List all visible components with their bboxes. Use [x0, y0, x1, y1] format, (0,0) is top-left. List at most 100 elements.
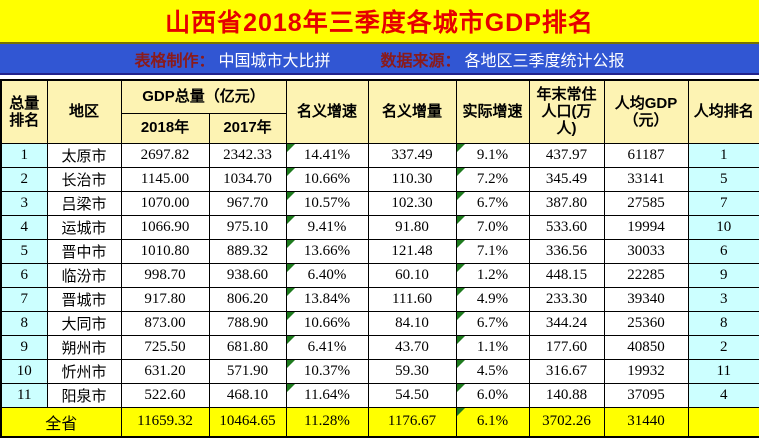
cell-gdp-2018: 998.70 [120, 262, 210, 288]
table-row: 10 忻州市 631.20 571.90 10.37% 59.30 4.5% 316.67 19… [0, 358, 759, 384]
table-row: 9 朔州市 725.50 681.80 6.41% 43.70 1.1% 177.60 4085… [0, 334, 759, 360]
error-indicator-icon [287, 288, 295, 296]
title-bar: 山西省2018年三季度各城市GDP排名 [0, 0, 759, 42]
cell-nominal-increment: 54.50 [367, 382, 457, 408]
cell-real-growth: 4.9% [455, 286, 530, 312]
cell-per-capita-rank: 7 [687, 190, 759, 216]
gdp-table: 总量排名 地区 GDP总量（亿元） 名义增速 名义增量 实际增速 年末常住人口(… [0, 79, 759, 438]
cell-gdp-2018: 1066.90 [120, 214, 210, 240]
header-total-rank: 总量排名 [0, 79, 48, 144]
cell-gdp-2018: 873.00 [120, 310, 210, 336]
cell-total-per-capita-rank [687, 406, 759, 438]
cell-population: 344.24 [528, 310, 605, 336]
maker-value: 中国城市大比拼 [218, 52, 331, 70]
cell-per-capita-gdp: 37095 [603, 382, 689, 408]
cell-nominal-increment: 60.10 [367, 262, 457, 288]
error-indicator-icon [457, 312, 465, 320]
gap-strip [0, 75, 759, 79]
cell-per-capita-rank: 10 [687, 214, 759, 240]
cell-gdp-2017: 788.90 [208, 310, 287, 336]
cell-per-capita-gdp: 19932 [603, 358, 689, 384]
cell-gdp-2017: 2342.33 [208, 142, 287, 168]
table-row: 8 大同市 873.00 788.90 10.66% 84.10 6.7% 344.24 253… [0, 310, 759, 336]
cell-gdp-2018: 631.20 [120, 358, 210, 384]
cell-per-capita-gdp: 27585 [603, 190, 689, 216]
error-indicator-icon [457, 192, 465, 200]
cell-per-capita-gdp: 40850 [603, 334, 689, 360]
cell-real-growth: 1.2% [455, 262, 530, 288]
cell-gdp-2018: 917.80 [120, 286, 210, 312]
error-indicator-icon [287, 264, 295, 272]
error-indicator-icon [287, 144, 295, 152]
cell-gdp-2017: 571.90 [208, 358, 287, 384]
header-per-capita-rank: 人均排名 [687, 79, 759, 144]
cell-nominal-increment: 43.70 [367, 334, 457, 360]
cell-total-rank: 7 [0, 286, 48, 312]
error-indicator-icon [457, 216, 465, 224]
table-row: 7 晋城市 917.80 806.20 13.84% 111.60 4.9% 233.30 39… [0, 286, 759, 312]
error-indicator-icon [457, 264, 465, 272]
maker-label: 表格制作： [134, 52, 215, 70]
cell-per-capita-rank: 4 [687, 382, 759, 408]
cell-per-capita-gdp: 22285 [603, 262, 689, 288]
cell-total-rank: 1 [0, 142, 48, 168]
error-indicator-icon [457, 144, 465, 152]
cell-total-label: 全省 [0, 406, 122, 438]
error-indicator-icon [457, 408, 465, 416]
header-region: 地区 [46, 79, 122, 144]
cell-nominal-increment: 110.30 [367, 166, 457, 192]
cell-total-rank: 10 [0, 358, 48, 384]
table-row: 11 阳泉市 522.60 468.10 11.64% 54.50 6.0% 140.88 37… [0, 382, 759, 408]
cell-total-rank: 2 [0, 166, 48, 192]
cell-region: 长治市 [46, 166, 122, 192]
cell-region: 太原市 [46, 142, 122, 168]
table-header: 总量排名 地区 GDP总量（亿元） 名义增速 名义增量 实际增速 年末常住人口(… [0, 79, 759, 144]
cell-total-rank: 5 [0, 238, 48, 264]
table-body: 1 太原市 2697.82 2342.33 14.41% 337.49 9.1% 437.97… [0, 142, 759, 408]
cell-total-rank: 8 [0, 310, 48, 336]
cell-gdp-2017: 967.70 [208, 190, 287, 216]
cell-per-capita-gdp: 19994 [603, 214, 689, 240]
cell-population: 336.56 [528, 238, 605, 264]
cell-total-population: 3702.26 [528, 406, 605, 438]
table-row: 1 太原市 2697.82 2342.33 14.41% 337.49 9.1% 437.97… [0, 142, 759, 168]
error-indicator-icon [287, 168, 295, 176]
cell-gdp-2017: 1034.70 [208, 166, 287, 192]
cell-per-capita-rank: 3 [687, 286, 759, 312]
error-indicator-icon [457, 240, 465, 248]
cell-gdp-2018: 1010.80 [120, 238, 210, 264]
header-nominal-increment: 名义增量 [367, 79, 457, 144]
cell-population: 316.67 [528, 358, 605, 384]
cell-gdp-2017: 681.80 [208, 334, 287, 360]
cell-nominal-growth: 13.66% [285, 238, 369, 264]
cell-per-capita-rank: 8 [687, 310, 759, 336]
cell-total-nominal-growth: 11.28% [285, 406, 369, 438]
total-row: 全省 11659.32 10464.65 11.28% 1176.67 6.1%… [0, 406, 759, 438]
cell-nominal-growth: 10.57% [285, 190, 369, 216]
cell-per-capita-rank: 6 [687, 238, 759, 264]
cell-total-rank: 3 [0, 190, 48, 216]
cell-nominal-growth: 11.64% [285, 382, 369, 408]
cell-nominal-increment: 337.49 [367, 142, 457, 168]
cell-population: 177.60 [528, 334, 605, 360]
error-indicator-icon [287, 336, 295, 344]
cell-gdp-2018: 1145.00 [120, 166, 210, 192]
cell-gdp-2018: 725.50 [120, 334, 210, 360]
cell-nominal-growth: 9.41% [285, 214, 369, 240]
cell-per-capita-rank: 11 [687, 358, 759, 384]
cell-population: 140.88 [528, 382, 605, 408]
cell-gdp-2018: 2697.82 [120, 142, 210, 168]
cell-gdp-2018: 522.60 [120, 382, 210, 408]
cell-nominal-increment: 91.80 [367, 214, 457, 240]
cell-region: 吕梁市 [46, 190, 122, 216]
error-indicator-icon [287, 312, 295, 320]
cell-population: 437.97 [528, 142, 605, 168]
cell-per-capita-gdp: 61187 [603, 142, 689, 168]
cell-region: 临汾市 [46, 262, 122, 288]
cell-real-growth: 1.1% [455, 334, 530, 360]
cell-real-growth: 9.1% [455, 142, 530, 168]
error-indicator-icon [287, 192, 295, 200]
cell-region: 阳泉市 [46, 382, 122, 408]
table-row: 6 临汾市 998.70 938.60 6.40% 60.10 1.2% 448.15 2228… [0, 262, 759, 288]
cell-total-nominal-increment: 1176.67 [367, 406, 457, 438]
